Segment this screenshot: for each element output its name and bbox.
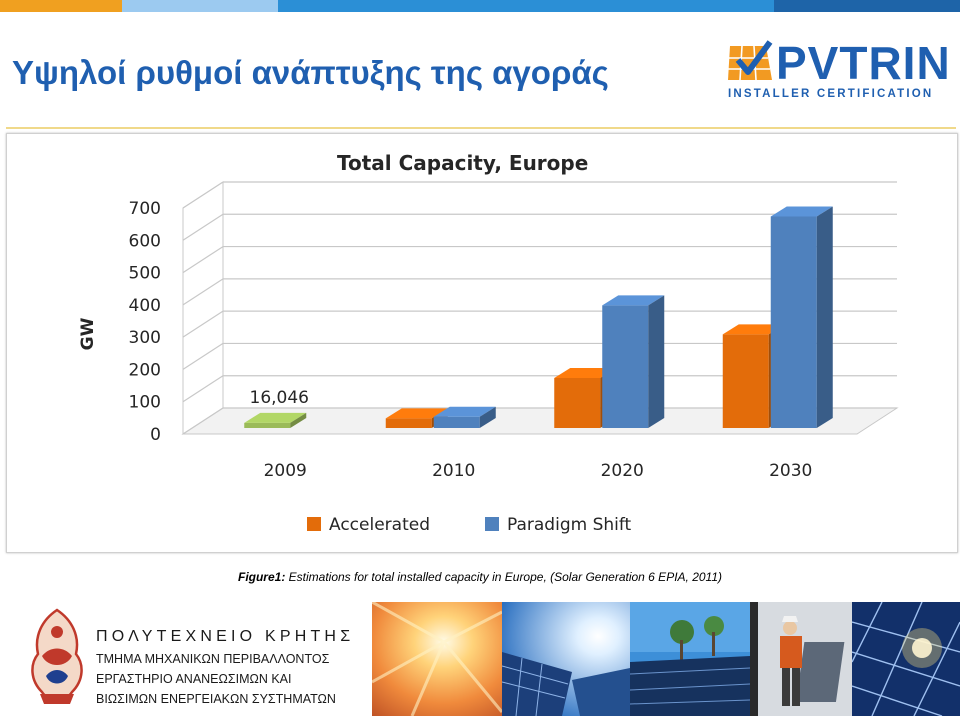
institution-block: ΠΟΛΥΤΕΧΝΕΙΟ ΚΡΗΤΗΣ ΤΜΗΜΑ ΜΗΧΑΝΙΚΩΝ ΠΕΡΙΒ…	[0, 602, 372, 716]
y-tick-label: 500	[129, 264, 161, 284]
y-tick-label: 0	[150, 425, 161, 445]
gridline-side	[182, 246, 224, 274]
sun-rays-photo	[372, 602, 502, 716]
chart-title: Total Capacity, Europe	[337, 151, 588, 175]
legend-label: Accelerated	[329, 515, 430, 535]
footer-banner: ΠΟΛΥΤΕΧΝΕΙΟ ΚΡΗΤΗΣ ΤΜΗΜΑ ΜΗΧΑΝΙΚΩΝ ΠΕΡΙΒ…	[0, 602, 960, 716]
bar	[385, 418, 432, 428]
institution-line-3: ΕΡΓΑΣΤΗΡΙΟ ΑΝΑΝΕΩΣΙΜΩΝ ΚΑΙ	[96, 672, 292, 686]
bar	[602, 305, 649, 428]
bar-top	[554, 367, 617, 378]
bar-top	[433, 406, 496, 417]
y-axis-label: GW	[78, 317, 98, 350]
top-bar-segment-light-blue	[122, 0, 278, 12]
x-tick-label: 2009	[264, 461, 307, 481]
bar	[244, 422, 291, 428]
solar-field-trees-photo	[630, 602, 750, 716]
bar-top	[722, 324, 785, 335]
gridline-side	[182, 213, 224, 241]
chart-frame: Total Capacity, Europe 700 600 500 400 300 200…	[6, 133, 958, 553]
data-label: 16,046	[250, 388, 309, 408]
x-tick-label: 2010	[432, 461, 475, 481]
header-divider	[6, 127, 956, 129]
page-title: Υψηλοί ρυθμοί ανάπτυξης της αγοράς	[12, 54, 609, 91]
legend-swatch	[485, 517, 499, 531]
top-bar-segment-orange	[0, 0, 122, 12]
top-color-bar	[0, 0, 960, 12]
gridline-side	[182, 407, 224, 435]
y-tick-label: 400	[129, 296, 161, 316]
logo-brand: PVTRIN	[776, 37, 951, 89]
university-emblem-icon	[31, 608, 83, 704]
bar-side	[816, 206, 833, 428]
gridline-side	[182, 342, 224, 370]
bar-side	[290, 412, 307, 428]
installer-panel-photo	[750, 602, 852, 716]
top-bar-segment-blue	[278, 0, 774, 12]
top-bar-segment-dark-blue	[774, 0, 960, 12]
solar-cell-closeup-photo	[852, 602, 960, 716]
x-tick-label: 2030	[769, 461, 812, 481]
bar-top	[602, 295, 665, 306]
bar-top	[385, 408, 448, 419]
gridline-side	[182, 181, 224, 209]
gridline-side	[182, 310, 224, 338]
logo-tagline: INSTALLER CERTIFICATION	[728, 88, 934, 100]
institution-line-1: ΠΟΛΥΤΕΧΝΕΙΟ ΚΡΗΤΗΣ	[96, 628, 355, 645]
y-tick-label: 300	[129, 328, 161, 348]
bar-side	[479, 406, 496, 428]
y-tick-label: 100	[129, 393, 161, 413]
bar-top	[244, 412, 307, 423]
caption-text: Estimations for total installed capacity…	[285, 570, 722, 584]
x-tick-label: 2020	[601, 461, 644, 481]
institution-line-2: ΤΜΗΜΑ ΜΗΧΑΝΙΚΩΝ ΠΕΡΙΒΑΛΛΟΝΤΟΣ	[96, 652, 330, 666]
gridline-side	[182, 278, 224, 306]
capacity-chart: Total Capacity, Europe 700 600 500 400 300 200…	[78, 151, 899, 535]
gridline-side	[182, 375, 224, 403]
bar	[770, 216, 817, 428]
solar-panel-check-icon	[728, 40, 773, 81]
bar	[433, 416, 480, 428]
pvtrin-logo: PVTRIN INSTALLER CERTIFICATION	[726, 40, 950, 102]
figure-caption: Figure1: Estimations for total installed…	[0, 570, 960, 584]
solar-panels-sun-photo	[502, 602, 630, 716]
bar	[554, 377, 601, 428]
bar-side	[648, 295, 665, 428]
chart-side-wall	[182, 181, 224, 435]
legend-label: Paradigm Shift	[507, 515, 632, 535]
y-tick-label: 600	[129, 231, 161, 251]
institution-line-4: ΒΙΩΣΙΜΩΝ ΕΝΕΡΓΕΙΑΚΩΝ ΣΥΣΤΗΜΑΤΩΝ	[96, 692, 336, 706]
y-tick-label: 700	[129, 199, 161, 219]
legend-swatch	[307, 517, 321, 531]
bar-top	[770, 206, 833, 217]
bar	[722, 334, 769, 428]
y-tick-label: 200	[129, 360, 161, 380]
caption-label: Figure1:	[237, 570, 286, 584]
